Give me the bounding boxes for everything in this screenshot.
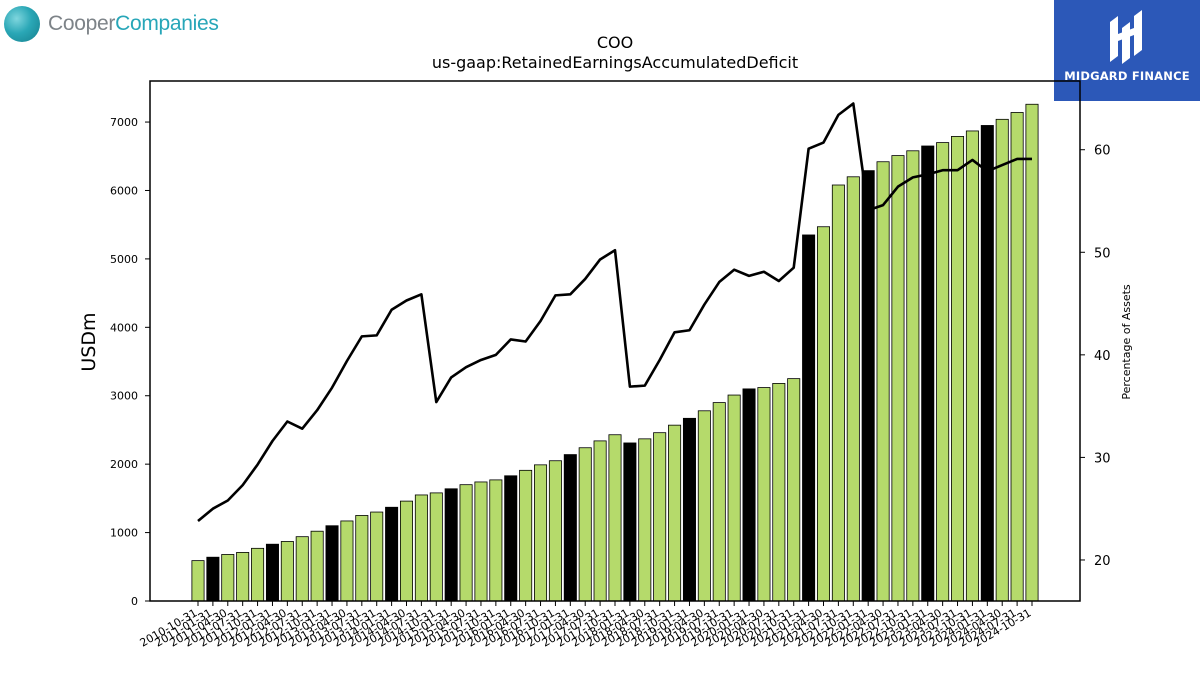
bar xyxy=(534,464,548,602)
bar xyxy=(712,402,726,602)
bar xyxy=(236,552,250,602)
y2-tick-label: 50 xyxy=(1094,246,1111,261)
bar xyxy=(861,170,875,602)
bar xyxy=(221,554,235,602)
bar xyxy=(578,447,592,602)
y-axis-right: 20 30 40 50 60 xyxy=(1080,144,1111,569)
bar xyxy=(444,488,458,602)
line-series xyxy=(197,102,1032,523)
bar xyxy=(772,383,786,602)
y-tick-label: 1000 xyxy=(110,527,138,540)
bar xyxy=(831,184,845,602)
bar xyxy=(489,479,503,602)
y-tick-label: 7000 xyxy=(110,116,138,129)
y-tick-label: 4000 xyxy=(110,321,138,334)
chart-title: COO xyxy=(597,33,633,52)
bar xyxy=(295,536,309,602)
bar xyxy=(548,460,562,602)
series-line xyxy=(197,102,1032,523)
globe-logo-icon xyxy=(4,6,40,42)
bar xyxy=(429,492,443,602)
cooper-companies-logo: CooperCompanies xyxy=(4,4,219,44)
bar xyxy=(385,506,399,602)
bar xyxy=(593,440,607,602)
bar xyxy=(325,525,339,602)
bar xyxy=(265,543,279,602)
bar xyxy=(399,500,414,602)
bar xyxy=(1025,103,1039,602)
bar xyxy=(951,136,965,602)
y-tick-label: 2000 xyxy=(110,458,138,471)
bar xyxy=(965,130,979,602)
midgard-finance-logo: MIDGARD FINANCE xyxy=(1054,0,1200,101)
bar xyxy=(310,530,324,602)
bar xyxy=(370,511,384,602)
bar xyxy=(936,142,950,602)
bar xyxy=(251,547,265,602)
bar xyxy=(876,161,890,602)
bar xyxy=(980,125,994,602)
bar xyxy=(414,494,428,602)
bar xyxy=(921,145,935,602)
logo-word-companies: Companies xyxy=(115,12,219,35)
bar xyxy=(638,438,652,602)
midgard-finance-label: MIDGARD FINANCE xyxy=(1064,69,1190,83)
bar xyxy=(697,410,711,602)
bar xyxy=(742,388,756,602)
bar-series xyxy=(191,103,1039,602)
y-axis-left: 0 1000 2000 3000 4000 5000 6000 7000 xyxy=(110,116,150,608)
y-tick-label: 0 xyxy=(131,595,138,608)
y2-tick-label: 60 xyxy=(1094,144,1111,159)
logo-word-cooper: Cooper xyxy=(48,12,116,35)
y-tick-label: 3000 xyxy=(110,390,138,403)
midgard-mark-icon xyxy=(1110,10,1142,64)
y2-tick-label: 40 xyxy=(1094,349,1111,364)
bar xyxy=(727,394,741,602)
bar xyxy=(206,556,220,602)
y2-tick-label: 30 xyxy=(1094,451,1111,466)
bar xyxy=(519,469,533,602)
bar xyxy=(623,442,637,602)
y-tick-label: 5000 xyxy=(110,253,138,266)
bar xyxy=(787,378,801,602)
bar xyxy=(668,424,682,602)
chart-subtitle: us-gaap:RetainedEarningsAccumulatedDefic… xyxy=(432,53,798,72)
bar xyxy=(474,481,488,602)
bar xyxy=(653,432,667,602)
bar xyxy=(1010,112,1024,602)
bar xyxy=(504,475,518,602)
bar xyxy=(191,560,205,602)
bar xyxy=(906,150,920,602)
bar xyxy=(846,176,860,602)
bar xyxy=(816,226,831,602)
bar xyxy=(682,417,696,602)
bar xyxy=(459,484,473,602)
bar xyxy=(891,155,905,602)
bar xyxy=(802,234,816,602)
y2-axis-label: Percentage of Assets xyxy=(1120,284,1133,400)
bar xyxy=(355,515,369,602)
bar xyxy=(757,387,771,602)
y-axis-label: USDm xyxy=(78,312,100,371)
y2-tick-label: 20 xyxy=(1094,554,1111,569)
y-tick-label: 6000 xyxy=(110,184,138,197)
bar xyxy=(563,454,577,602)
bar xyxy=(995,118,1009,602)
cooper-companies-wordmark: CooperCompanies xyxy=(48,12,219,36)
bar xyxy=(280,541,294,602)
bar xyxy=(608,434,622,602)
x-axis: 2010-10-312011-01-312011-04-302011-07-31… xyxy=(138,601,1034,650)
bar xyxy=(340,520,354,602)
